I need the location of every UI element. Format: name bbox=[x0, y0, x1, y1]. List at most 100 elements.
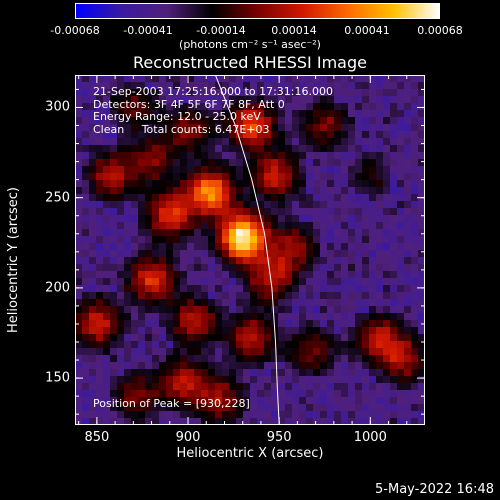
heatmap-cell bbox=[215, 397, 223, 405]
heatmap-cell bbox=[292, 124, 300, 132]
heatmap-cell bbox=[285, 257, 293, 265]
heatmap-cell bbox=[418, 411, 425, 419]
heatmap-cell bbox=[334, 229, 342, 237]
heatmap-cell bbox=[194, 208, 202, 216]
heatmap-cell bbox=[348, 341, 356, 349]
heatmap-cell bbox=[404, 383, 412, 391]
heatmap-cell bbox=[159, 313, 167, 321]
heatmap-cell bbox=[327, 390, 335, 398]
heatmap-cell bbox=[89, 306, 97, 314]
heatmap-cell bbox=[75, 397, 83, 405]
heatmap-cell bbox=[103, 229, 111, 237]
heatmap-cell bbox=[124, 355, 132, 363]
heatmap-cell bbox=[124, 306, 132, 314]
heatmap-cell bbox=[75, 390, 83, 398]
heatmap-cell bbox=[201, 257, 209, 265]
heatmap-cell bbox=[229, 299, 237, 307]
heatmap-cell bbox=[110, 138, 118, 146]
heatmap-cell bbox=[75, 362, 83, 370]
heatmap-cell bbox=[306, 341, 314, 349]
heatmap-cell bbox=[369, 418, 377, 425]
heatmap-cell bbox=[110, 369, 118, 377]
heatmap-cell bbox=[264, 292, 272, 300]
heatmap-cell bbox=[145, 299, 153, 307]
heatmap-cell bbox=[383, 152, 391, 160]
heatmap-cell bbox=[383, 348, 391, 356]
heatmap-cell bbox=[117, 341, 125, 349]
heatmap-cell bbox=[411, 110, 419, 118]
heatmap-cell bbox=[271, 110, 279, 118]
heatmap-cell bbox=[138, 362, 146, 370]
heatmap-cell bbox=[229, 348, 237, 356]
heatmap-cell bbox=[180, 397, 188, 405]
heatmap-cell bbox=[166, 166, 174, 174]
heatmap-cell bbox=[159, 180, 167, 188]
heatmap-cell bbox=[229, 180, 237, 188]
heatmap-cell bbox=[110, 390, 118, 398]
heatmap-cell bbox=[355, 82, 363, 90]
heatmap-cell bbox=[208, 110, 216, 118]
heatmap-cell bbox=[292, 103, 300, 111]
heatmap-cell bbox=[208, 166, 216, 174]
heatmap-cell bbox=[152, 201, 160, 209]
heatmap-cell bbox=[397, 75, 405, 83]
heatmap-cell bbox=[229, 271, 237, 279]
heatmap-cell bbox=[75, 411, 83, 419]
heatmap-cell bbox=[404, 208, 412, 216]
heatmap-cell bbox=[194, 131, 202, 139]
heatmap-cell bbox=[327, 285, 335, 293]
heatmap-cell bbox=[131, 250, 139, 258]
annotation-block: 21-Sep-2003 17:25:16.000 to 17:31:16.000… bbox=[93, 85, 333, 136]
heatmap-cell bbox=[194, 264, 202, 272]
heatmap-cell bbox=[236, 131, 244, 139]
heatmap-cell bbox=[75, 166, 83, 174]
heatmap-cell bbox=[299, 194, 307, 202]
heatmap-cell bbox=[257, 117, 265, 125]
heatmap-cell bbox=[278, 348, 286, 356]
heatmap-cell bbox=[145, 285, 153, 293]
heatmap-cell bbox=[285, 103, 293, 111]
heatmap-cell bbox=[278, 327, 286, 335]
heatmap-cell bbox=[264, 299, 272, 307]
heatmap-cell bbox=[404, 145, 412, 153]
heatmap-cell bbox=[117, 334, 125, 342]
heatmap-cell bbox=[131, 215, 139, 223]
heatmap-cell bbox=[82, 166, 90, 174]
heatmap-cell bbox=[194, 180, 202, 188]
heatmap-cell bbox=[152, 362, 160, 370]
heatmap-cell bbox=[166, 383, 174, 391]
heatmap-cell bbox=[250, 152, 258, 160]
heatmap-cell bbox=[327, 96, 335, 104]
heatmap-cell bbox=[418, 96, 425, 104]
heatmap-cell bbox=[369, 82, 377, 90]
heatmap-cell bbox=[194, 103, 202, 111]
heatmap-cell bbox=[180, 103, 188, 111]
heatmap-cell bbox=[96, 229, 104, 237]
heatmap-cell bbox=[89, 187, 97, 195]
heatmap-cell bbox=[278, 173, 286, 181]
heatmap-cell bbox=[187, 110, 195, 118]
heatmap-cell bbox=[418, 82, 425, 90]
heatmap-cell bbox=[334, 348, 342, 356]
heatmap-cell bbox=[369, 222, 377, 230]
heatmap-cell bbox=[82, 313, 90, 321]
heatmap-cell bbox=[362, 96, 370, 104]
heatmap-cell bbox=[411, 89, 419, 97]
heatmap-cell bbox=[411, 243, 419, 251]
heatmap-cell bbox=[243, 229, 251, 237]
heatmap-cell bbox=[383, 264, 391, 272]
heatmap-cell bbox=[355, 243, 363, 251]
heatmap-cell bbox=[187, 103, 195, 111]
heatmap-cell bbox=[145, 82, 153, 90]
heatmap-cell bbox=[397, 348, 405, 356]
heatmap-cell bbox=[201, 271, 209, 279]
heatmap-cell bbox=[215, 320, 223, 328]
heatmap-cell bbox=[313, 243, 321, 251]
heatmap-cell bbox=[313, 292, 321, 300]
heatmap-cell bbox=[320, 404, 328, 412]
heatmap-cell bbox=[145, 222, 153, 230]
heatmap-cell bbox=[397, 82, 405, 90]
heatmap-cell bbox=[229, 110, 237, 118]
heatmap-cell bbox=[299, 292, 307, 300]
heatmap-cell bbox=[355, 250, 363, 258]
